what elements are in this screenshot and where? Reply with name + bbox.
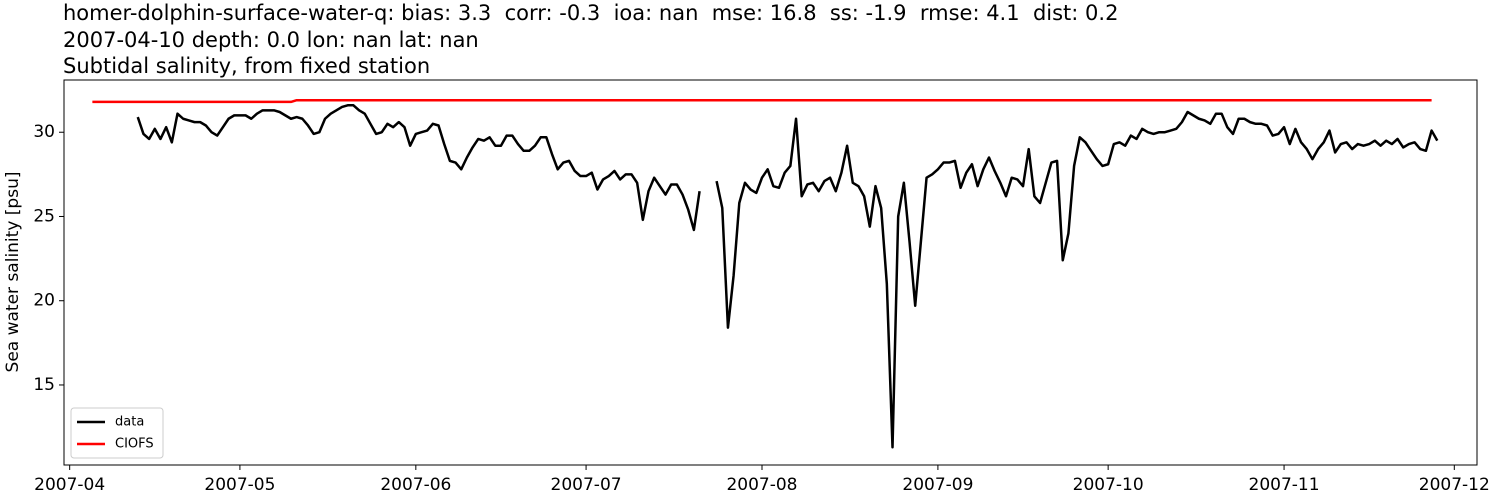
y-tick-label: 15 xyxy=(33,375,55,395)
plot-frame xyxy=(63,79,1478,466)
x-tick-label: 2007-12 xyxy=(1419,475,1490,495)
y-tick-label: 30 xyxy=(33,122,55,142)
data-line xyxy=(92,98,1432,104)
y-tick-label: 25 xyxy=(33,206,55,226)
legend-label: CIOFS xyxy=(115,437,154,452)
legend-box xyxy=(70,407,164,459)
chart-subtitle: Subtidal salinity, from fixed station xyxy=(63,54,430,78)
x-tick-label: 2007-05 xyxy=(204,475,275,495)
chart-title: homer-dolphin-surface-water-q: bias: 3.3… xyxy=(63,1,1118,25)
y-axis-label: Sea water salinity [psu] xyxy=(3,172,23,373)
x-tick-label: 2007-07 xyxy=(551,475,622,495)
x-tick-label: 2007-11 xyxy=(1249,475,1320,495)
x-tick-label: 2007-06 xyxy=(380,475,451,495)
x-tick-label: 2007-04 xyxy=(34,475,105,495)
x-tick-label: 2007-10 xyxy=(1073,475,1144,495)
x-tick-label: 2007-08 xyxy=(726,475,797,495)
x-tick-label: 2007-09 xyxy=(902,475,973,495)
data-line xyxy=(715,110,1439,449)
data-line xyxy=(136,104,701,232)
legend-label: data xyxy=(115,415,144,430)
y-tick-label: 20 xyxy=(33,291,55,311)
chart-subtitle: 2007-04-10 depth: 0.0 lon: nan lat: nan xyxy=(63,28,479,52)
